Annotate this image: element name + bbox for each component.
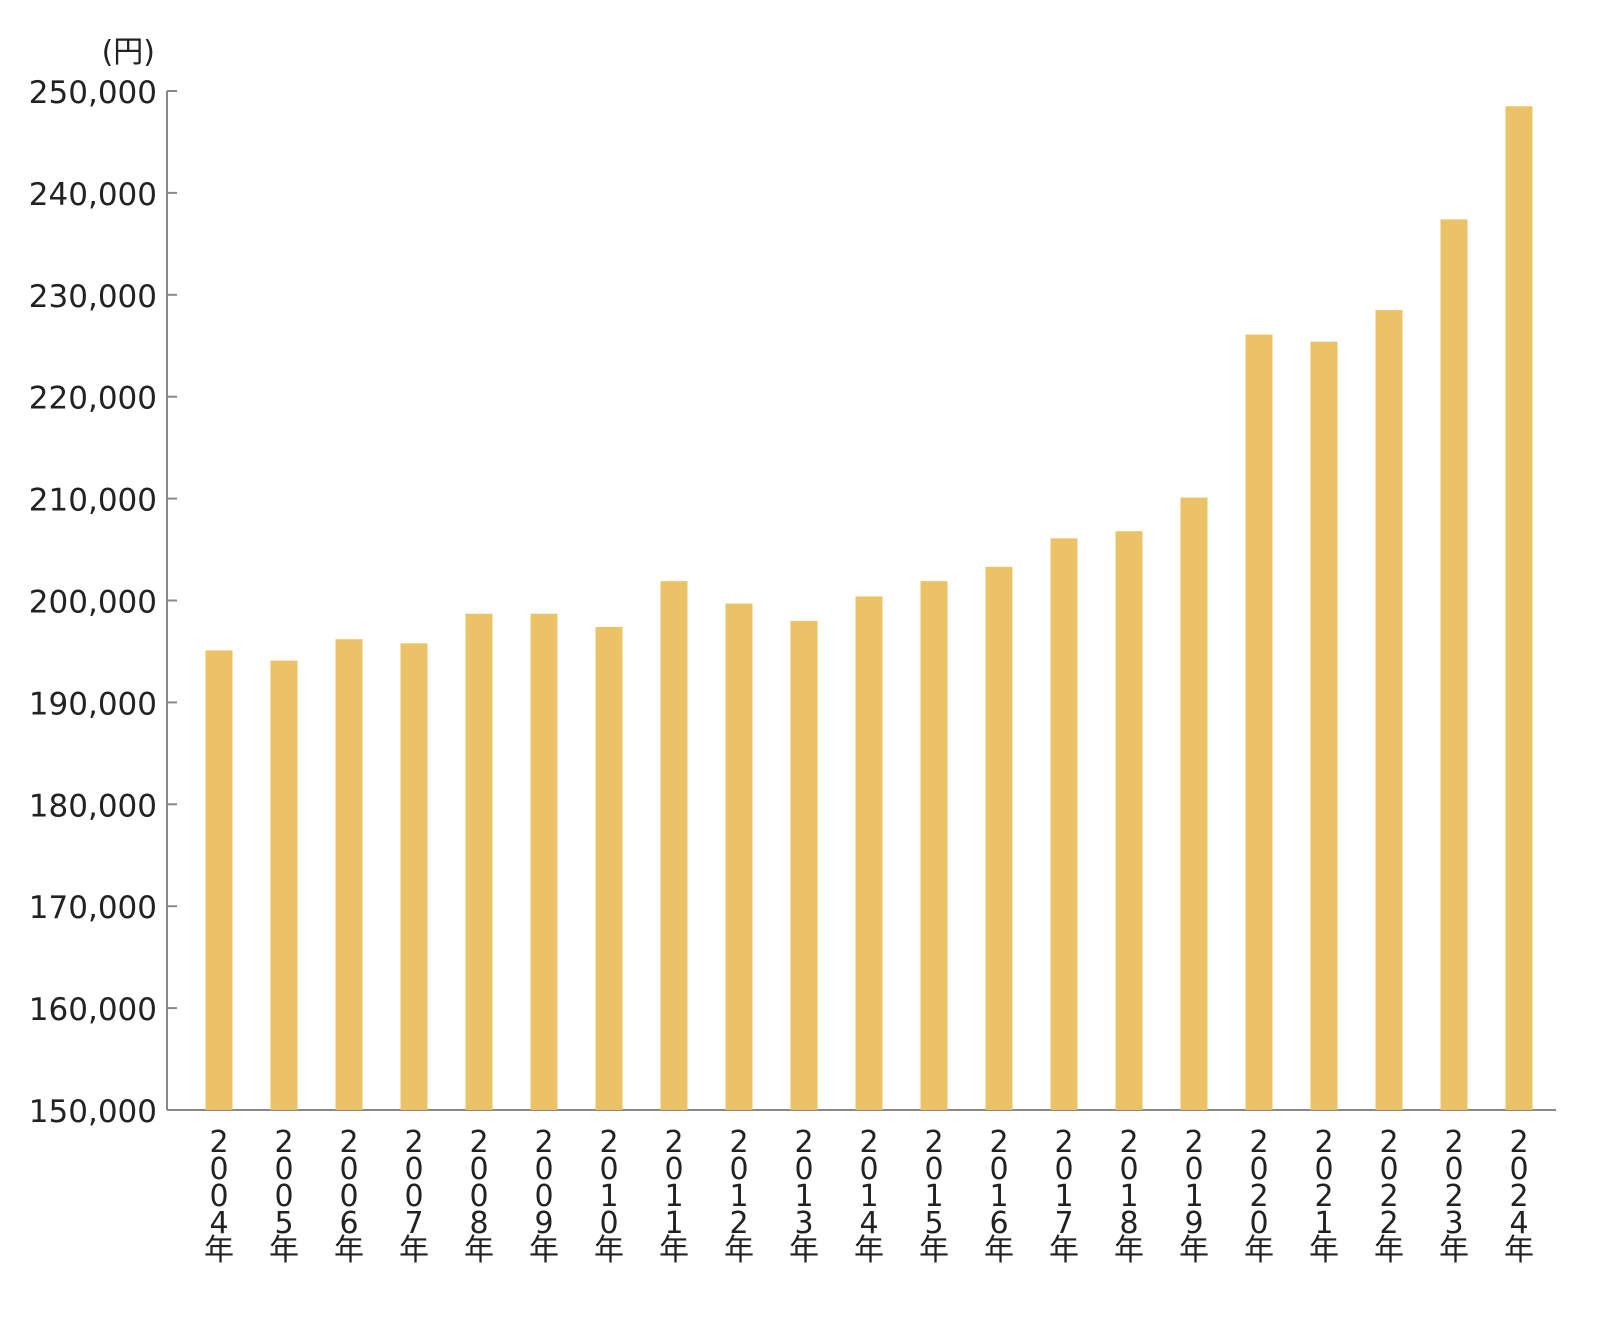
bar-2006 [335,639,363,1110]
bar-2023 [1440,219,1468,1111]
y-tick-label: 190,000 [29,686,157,722]
bar-2022 [1375,310,1403,1111]
y-tick-label: 160,000 [29,992,157,1028]
bar-2014 [855,596,883,1110]
y-tick-label: 200,000 [29,585,157,621]
bar-2020 [1245,334,1273,1110]
bar-2012 [725,603,753,1110]
y-tick-label: 150,000 [29,1094,157,1130]
bar-2018 [1115,531,1143,1110]
bar-2007 [400,643,428,1110]
y-tick-label: 250,000 [29,75,157,111]
y-tick-label: 180,000 [29,788,157,824]
bar-2016 [985,566,1013,1110]
y-axis-unit-label: (円) [102,35,155,70]
y-tick-label: 240,000 [29,177,157,213]
bar-2021 [1310,341,1338,1110]
y-tick-label: 210,000 [29,483,157,519]
bar-2004 [205,650,233,1110]
bar-2017 [1050,538,1078,1110]
bar-2015 [920,581,948,1110]
bar-2010 [595,626,623,1110]
y-tick-label: 220,000 [29,381,157,417]
y-axis: 150,000 160,000 170,000 180,000 190,000 200,0… [29,75,1556,1130]
y-tick-label: 170,000 [29,890,157,926]
x-axis-labels: 2 0 0 4 年 2 0 0 5 年 2 0 0 6 年 2 0 0 7 年 2 0 0 8 年 2 0 0 9 年 2 0 1 0 年 2 0 1 1 年… [204,1125,1534,1268]
bar-2024 [1505,106,1533,1110]
bar-2011 [660,581,688,1110]
bar-2019 [1180,497,1208,1110]
bar-2005 [270,660,298,1110]
y-tick-label: 230,000 [29,279,157,315]
bar-2008 [465,613,493,1110]
bar-2013 [790,620,818,1110]
bar-2009 [530,613,558,1110]
bars [205,106,1533,1111]
